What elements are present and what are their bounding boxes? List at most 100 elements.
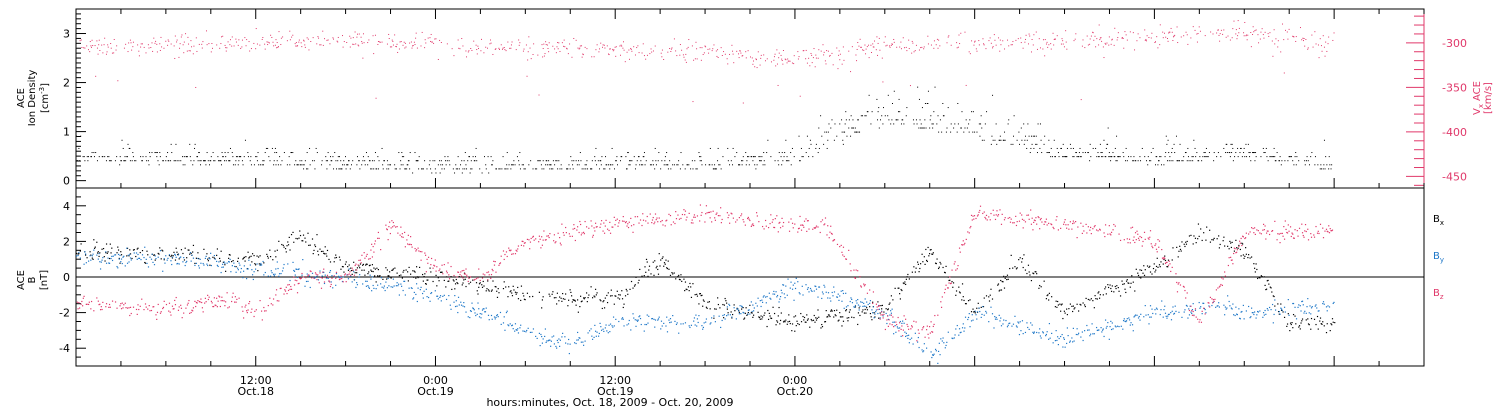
bx-point — [1269, 286, 1271, 288]
density-point — [1107, 143, 1109, 145]
by-point — [297, 268, 299, 271]
bz-point — [159, 312, 162, 314]
bx-point — [744, 312, 746, 314]
density-point — [568, 164, 570, 166]
bz-point — [752, 224, 755, 227]
bx-point — [779, 323, 781, 325]
by-point — [434, 290, 436, 292]
density-point — [639, 164, 641, 166]
bz-point — [634, 216, 636, 218]
bz-point — [190, 311, 192, 314]
bx-point — [305, 241, 307, 243]
density-point — [505, 168, 507, 170]
density-point — [176, 160, 178, 162]
density-point — [1289, 156, 1291, 158]
bz-point — [568, 233, 570, 235]
bx-point — [803, 319, 805, 321]
bz-point — [393, 225, 395, 227]
bx-point — [594, 288, 597, 290]
bz-point — [350, 274, 352, 276]
bz-point — [547, 235, 549, 237]
bz-point — [502, 250, 505, 252]
vx-point — [273, 45, 275, 47]
by-point — [387, 277, 389, 280]
bx-point — [859, 314, 861, 317]
vx-point — [621, 45, 623, 47]
vx-point — [964, 31, 966, 33]
vx-point — [435, 38, 437, 40]
bx-point — [356, 272, 358, 274]
density-point — [785, 160, 787, 162]
bz-point — [439, 268, 441, 270]
density-point — [1149, 160, 1151, 162]
bx-point — [863, 312, 866, 314]
by-point — [776, 294, 779, 297]
bx-point — [1329, 330, 1331, 332]
density-point — [1304, 160, 1306, 162]
density-point — [545, 160, 547, 162]
vx-point — [156, 43, 158, 45]
by-point — [171, 256, 174, 258]
bz-point — [212, 305, 214, 308]
density-point — [1328, 168, 1330, 170]
density-point — [583, 168, 585, 170]
bx-point — [1291, 321, 1293, 324]
vx-point — [1314, 31, 1316, 33]
bz-point — [675, 218, 678, 220]
density-point — [162, 160, 164, 162]
by-point — [827, 297, 829, 299]
vx-point — [522, 50, 524, 52]
density-point — [1231, 143, 1233, 145]
by-point — [873, 317, 875, 319]
vx-point — [1172, 40, 1174, 42]
by-point — [1218, 306, 1221, 308]
density-point — [857, 119, 859, 121]
vx-point — [415, 37, 417, 39]
vx-point — [128, 42, 130, 44]
bx-point — [347, 265, 349, 268]
bz-point — [763, 228, 765, 230]
density-point — [343, 160, 345, 162]
by-point — [296, 276, 299, 278]
bx-point — [1256, 277, 1259, 280]
bx-point — [723, 317, 725, 319]
by-point — [942, 337, 944, 339]
density-point — [428, 164, 430, 166]
vx-point — [865, 48, 867, 50]
density-point — [591, 160, 593, 162]
density-point — [87, 160, 89, 162]
bx-point — [824, 321, 827, 323]
by-point — [370, 278, 372, 280]
bz-point — [195, 301, 198, 304]
bx-point — [760, 315, 762, 317]
bx-point — [842, 316, 844, 318]
bx-point — [1155, 265, 1158, 268]
density-point — [281, 160, 283, 162]
bx-point — [639, 268, 641, 271]
vx-point — [451, 48, 453, 50]
density-point — [855, 131, 857, 133]
bx-point — [1003, 275, 1005, 277]
vx-point — [431, 41, 433, 43]
by-point — [802, 294, 804, 296]
vx-point — [96, 47, 98, 49]
bx-point — [1029, 274, 1031, 276]
bz-point — [700, 214, 702, 216]
vx-point — [400, 41, 402, 43]
vx-point — [248, 41, 250, 43]
bz-point — [592, 234, 594, 236]
by-point — [197, 257, 199, 260]
bz-point — [129, 314, 131, 317]
bx-point — [1294, 315, 1296, 317]
bx-point — [1114, 285, 1116, 288]
bx-point — [988, 296, 990, 298]
density-point — [836, 135, 838, 137]
by-point — [1069, 341, 1071, 343]
bz-point — [260, 310, 263, 312]
bx-point — [1073, 308, 1075, 310]
density-point — [473, 160, 475, 162]
density-point — [359, 168, 361, 170]
vx-point — [1255, 29, 1257, 31]
vx-point — [1261, 28, 1263, 30]
bx-point — [769, 315, 771, 317]
